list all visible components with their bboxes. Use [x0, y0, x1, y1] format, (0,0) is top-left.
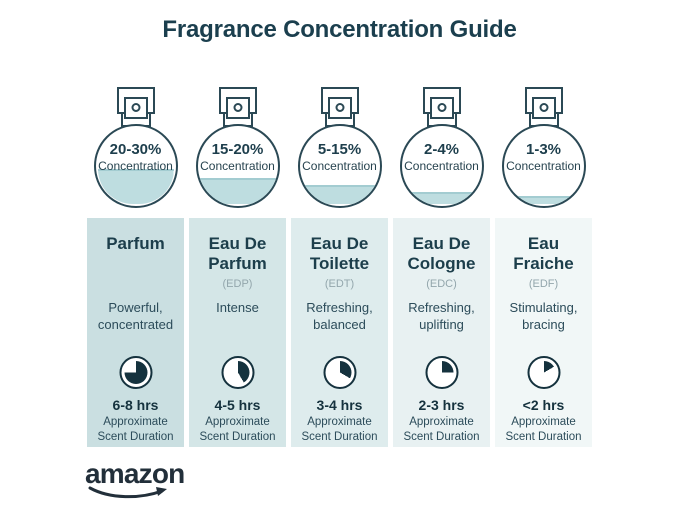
bottle-eau-de-parfum: 15-20% Concentration — [189, 87, 286, 209]
concentration-value: 20-30% — [109, 141, 162, 158]
duration-caption: Approximate Scent Duration — [301, 416, 378, 444]
nozzle-dot-icon — [437, 103, 446, 112]
fragrance-name: Parfum — [87, 234, 184, 257]
concentration-label: Concentration — [404, 159, 479, 173]
fragrance-name-text: Parfum — [106, 234, 165, 253]
bottle-eau-de-toilette: 5-15% Concentration — [291, 87, 388, 209]
duration-clock-fill — [532, 361, 555, 384]
duration-value: 2-3 hrs — [418, 397, 465, 413]
column-eau-fraiche: Eau Fraiche (EDF) Stimulating, bracing <… — [495, 218, 592, 447]
fragrance-name: Eau Fraiche (EDF) — [495, 234, 592, 291]
duration-caption: Approximate Scent Duration — [199, 416, 276, 444]
liquid-fill — [97, 168, 174, 204]
duration-caption: Approximate Scent Duration — [403, 416, 480, 444]
concentration-value: 15-20% — [211, 141, 264, 158]
fragrance-name-text: Eau De Cologne — [407, 234, 476, 274]
fragrance-abbr: (EDC) — [426, 277, 457, 290]
fragrance-name: Eau De Toilette (EDT) — [291, 234, 388, 291]
fragrance-name-text: Eau Fraiche — [513, 234, 574, 274]
duration-value: 6-8 hrs — [112, 397, 159, 413]
duration-value: 3-4 hrs — [316, 397, 363, 413]
bottle-parfum: 20-30% Concentration — [87, 87, 184, 209]
liquid-fill — [505, 196, 582, 204]
fragrance-name: Eau De Parfum (EDP) — [189, 234, 286, 291]
spray-nozzle-icon — [123, 97, 148, 119]
liquid-fill — [403, 192, 480, 204]
concentration-value: 2-4% — [423, 141, 460, 158]
column-eau-de-toilette: Eau De Toilette (EDT) Refreshing, balanc… — [291, 218, 388, 447]
concentration-value: 5-15% — [317, 141, 362, 158]
nozzle-dot-icon — [131, 103, 140, 112]
liquid-fill — [301, 184, 378, 204]
nozzle-dot-icon — [233, 103, 242, 112]
spray-nozzle-icon — [429, 97, 454, 119]
duration-clock-icon — [119, 356, 152, 389]
nozzle-dot-icon — [539, 103, 548, 112]
fragrance-abbr: (EDF) — [528, 277, 559, 290]
duration-clock-fill — [328, 361, 351, 384]
fragrance-description: Refreshing, balanced — [306, 300, 373, 333]
concentration-value: 1-3% — [525, 141, 562, 158]
duration-caption: Approximate Scent Duration — [97, 416, 174, 444]
fragrance-abbr: (EDT) — [324, 277, 355, 290]
duration-clock-icon — [425, 356, 458, 389]
fragrance-name-text: Eau De Toilette — [309, 234, 370, 274]
nozzle-dot-icon — [335, 103, 344, 112]
fragrance-description: Refreshing, uplifting — [408, 300, 475, 333]
column-parfum: Parfum Powerful, concentrated 6-8 hrs Ap… — [87, 218, 184, 447]
info-columns: Parfum Powerful, concentrated 6-8 hrs Ap… — [87, 218, 592, 447]
duration-clock-icon — [221, 356, 254, 389]
spray-nozzle-icon — [327, 97, 352, 119]
concentration-label: Concentration — [200, 159, 275, 173]
liquid-fill — [199, 178, 276, 204]
fragrance-description: Stimulating, bracing — [509, 300, 578, 333]
concentration-label: Concentration — [506, 159, 581, 173]
spray-nozzle-icon — [225, 97, 250, 119]
concentration-label: Concentration — [302, 159, 377, 173]
amazon-logo: amazon — [85, 458, 195, 499]
duration-clock-icon — [323, 356, 356, 389]
amazon-smile-icon — [88, 486, 167, 499]
fragrance-description: Powerful, concentrated — [97, 300, 174, 333]
amazon-logo-text: amazon — [85, 458, 185, 489]
page-title: Fragrance Concentration Guide — [162, 16, 517, 43]
fragrance-description: Intense — [216, 300, 259, 315]
bottles-row: 20-30% Concentration 15-20% Concentratio… — [87, 87, 592, 209]
bottle-body: 5-15% Concentration — [297, 124, 382, 208]
column-eau-de-parfum: Eau De Parfum (EDP) Intense 4-5 hrs Appr… — [189, 218, 286, 447]
duration-caption: Approximate Scent Duration — [505, 416, 582, 444]
fragrance-name-text: Eau De Parfum — [208, 234, 267, 274]
duration-value: <2 hrs — [522, 397, 565, 413]
duration-clock-fill — [226, 361, 249, 384]
bottle-eau-de-cologne: 2-4% Concentration — [393, 87, 490, 209]
column-eau-de-cologne: Eau De Cologne (EDC) Refreshing, uplifti… — [393, 218, 490, 447]
duration-value: 4-5 hrs — [214, 397, 261, 413]
bottle-eau-fraiche: 1-3% Concentration — [495, 87, 592, 209]
duration-clock-fill — [430, 361, 453, 384]
fragrance-name: Eau De Cologne (EDC) — [393, 234, 490, 291]
bottle-body: 1-3% Concentration — [501, 124, 586, 208]
bottle-body: 2-4% Concentration — [399, 124, 484, 208]
concentration-label: Concentration — [98, 159, 173, 173]
duration-clock-icon — [527, 356, 560, 389]
fragrance-abbr: (EDP) — [222, 277, 253, 290]
spray-nozzle-icon — [531, 97, 556, 119]
duration-clock-fill — [124, 361, 147, 384]
bottle-body: 15-20% Concentration — [195, 124, 280, 208]
bottle-body: 20-30% Concentration — [93, 124, 178, 208]
